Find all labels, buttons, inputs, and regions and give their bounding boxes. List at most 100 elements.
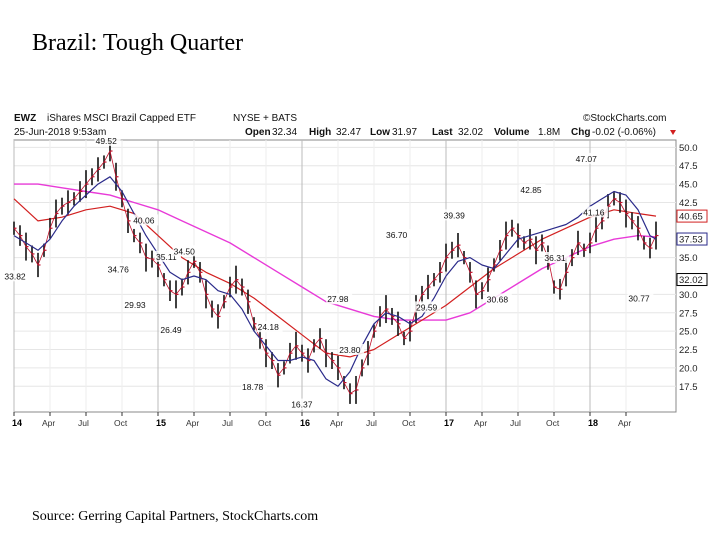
x-tick-label: Jul (222, 418, 233, 428)
chart-exchange: NYSE + BATS (233, 113, 297, 124)
ma-short-line (13, 176, 657, 387)
x-tick-label: Apr (474, 418, 487, 428)
annotation-label: 34.76 (108, 264, 130, 274)
x-tick-label: Apr (330, 418, 343, 428)
annotations-layer: 49.52 40.06 33.82 35.11 34.76 34.50 29.93 26.49… (3, 134, 654, 410)
y-tick-label: 50.0 (679, 143, 698, 154)
high-label: High (309, 127, 331, 138)
x-tick-label: 16 (300, 418, 310, 428)
low-value: 31.97 (392, 127, 417, 138)
annotation-bg (241, 380, 267, 392)
x-axis: 14 Apr Jul Oct 15 Apr Jul Oct 16 Apr Jul Oct 17 Apr Ju… (12, 412, 631, 428)
y-tick-label: 42.5 (679, 198, 698, 209)
y-badge-label: 40.65 (679, 212, 703, 223)
annotation-label: 16.37 (291, 400, 313, 410)
annotation-label: 35.11 (156, 252, 177, 262)
x-tick-label: Jul (366, 418, 377, 428)
x-tick-label: Jul (78, 418, 89, 428)
annotation-label: 42.85 (520, 185, 542, 195)
x-tick-label: Oct (546, 418, 560, 428)
x-tick-label: Jul (510, 418, 521, 428)
annotation-bg (519, 183, 546, 195)
ma-mid-line (13, 198, 657, 358)
x-tick-label: Apr (42, 418, 55, 428)
chart-security-name: iShares MSCI Brazil Capped ETF (47, 113, 196, 124)
chg-label: Chg (571, 127, 590, 138)
y-tick-label: 20.0 (679, 363, 698, 374)
chart-brand: ©StockCharts.com (583, 113, 667, 124)
annotation-label: 49.52 (96, 136, 118, 146)
annotation-label: 26.49 (160, 325, 182, 335)
x-tick-label: Apr (618, 418, 631, 428)
annotation-bg (155, 250, 181, 262)
annotation-label: 30.68 (487, 294, 509, 304)
y-tick-label: 35.0 (679, 253, 698, 264)
annotation-label: 34.50 (174, 246, 196, 256)
x-tick-label: Apr (186, 418, 199, 428)
annotation-label: 41.16 (583, 207, 605, 217)
annotation-label: 23.80 (339, 345, 361, 355)
y-tick-label: 30.0 (679, 290, 698, 301)
annotation-label: 36.70 (386, 230, 408, 240)
y-tick-label: 25.0 (679, 327, 698, 338)
y-value-badge (676, 273, 708, 287)
annotation-bg (485, 293, 512, 305)
annotation-bg (256, 321, 283, 333)
annotation-bg (582, 206, 609, 218)
y-tick-label: 47.5 (679, 161, 698, 172)
y-value-badge (676, 232, 708, 246)
annotation-bg (574, 152, 601, 164)
y-tick-label: 17.5 (679, 382, 698, 393)
annotation-bg (159, 324, 186, 336)
annotation-bg (123, 298, 150, 310)
open-value: 32.34 (272, 127, 297, 138)
chart-symbol: EWZ (14, 113, 36, 124)
high-value: 32.47 (336, 127, 361, 138)
annotation-bg (94, 134, 121, 146)
slide-title: Brazil: Tough Quarter (32, 30, 244, 56)
annotation-bg (442, 209, 469, 221)
source-note: Source: Gerring Capital Partners, StockC… (32, 509, 319, 524)
down-arrow-icon (670, 130, 676, 135)
y-axis: 50.0 47.5 45.0 42.5 35.0 30.0 27.5 25.0 22.5 20.0… (676, 143, 708, 393)
annotation-bg (132, 214, 159, 226)
annotation-bg (3, 270, 30, 282)
annotation-label: 47.07 (576, 154, 598, 164)
annotation-label: 29.93 (124, 300, 146, 310)
x-tick-label: 17 (444, 418, 454, 428)
x-tick-label: Oct (258, 418, 272, 428)
x-tick-label: Oct (402, 418, 416, 428)
annotation-label: 29.59 (416, 302, 438, 312)
series-layer (13, 140, 659, 404)
y-tick-label: 27.5 (679, 308, 698, 319)
y-badge-label: 32.02 (679, 275, 703, 286)
annotation-bg (627, 292, 654, 304)
x-tick-label: 18 (588, 418, 598, 428)
y-badge-label: 37.53 (679, 235, 703, 246)
annotation-bg (326, 293, 353, 305)
last-label: Last (432, 127, 453, 138)
annotation-bg (338, 343, 365, 355)
annotation-bg (385, 229, 411, 241)
annotation-bg (106, 263, 133, 275)
y-tick-label: 45.0 (679, 180, 698, 191)
open-label: Open (245, 127, 271, 138)
annotation-bg (172, 245, 199, 257)
annotation-bg (415, 301, 441, 313)
last-value: 32.02 (458, 127, 483, 138)
annotation-label: 39.39 (444, 210, 466, 220)
annotation-label: 33.82 (4, 271, 26, 281)
low-label: Low (370, 127, 390, 138)
annotation-bg (543, 251, 570, 263)
annotation-label: 40.06 (133, 215, 155, 225)
annotation-label: 24.18 (258, 322, 280, 332)
y-tick-label: 22.5 (679, 345, 698, 356)
annotation-label: 30.77 (628, 294, 650, 304)
annotation-bg (290, 398, 317, 410)
x-tick-label: Oct (114, 418, 128, 428)
volume-label: Volume (494, 127, 530, 138)
x-tick-label: 15 (156, 418, 166, 428)
annotation-label: 36.31 (544, 253, 566, 263)
x-tick-label: 14 (12, 418, 22, 428)
